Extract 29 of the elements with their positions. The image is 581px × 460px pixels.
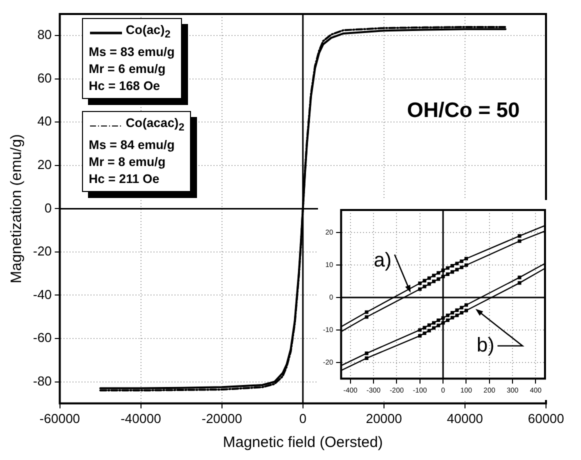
x-tick-label: -20000 xyxy=(202,410,242,426)
legend-label: Co(ac)$_{2}$ xyxy=(126,22,170,42)
annotation: Hc = 168 Oe xyxy=(88,78,162,94)
annotation: Ms = 83 emu/g xyxy=(88,44,175,60)
y-tick-label: 40 xyxy=(37,114,52,129)
y-tick-label: -20 xyxy=(32,244,52,259)
y-tick-label: -40 xyxy=(32,286,52,302)
y-tick-label: 20 xyxy=(37,157,52,172)
y-tick-label: 80 xyxy=(37,27,52,42)
x-tick-label: 0 xyxy=(299,410,307,426)
y-tick-label: -60 xyxy=(32,330,52,346)
annotation: a) xyxy=(374,249,392,272)
annotation: Hc = 211 Oe xyxy=(88,170,160,188)
x-axis-title: Magnetic field (Oersted) xyxy=(222,434,383,452)
annotation: OH/Co = 50 xyxy=(407,99,520,124)
y-tick-label: -80 xyxy=(32,373,52,388)
annotation: Ms = 84 emu/g xyxy=(88,136,176,154)
y-tick-label: 0 xyxy=(44,200,52,216)
y-tick-label: 60 xyxy=(37,70,52,86)
x-tick-label: -40000 xyxy=(120,410,162,426)
x-tick-label: 40000 xyxy=(446,410,484,426)
x-tick-label: -60000 xyxy=(40,410,80,426)
x-tick-label: 20000 xyxy=(366,410,402,426)
y-axis-title: Magnetization (emu/g) xyxy=(8,134,26,284)
legend-label: Co(acac)$_{2}$ xyxy=(126,115,184,136)
annotation: Mr = 6 emu/g xyxy=(88,60,167,78)
annotation: Mr = 8 emu/g xyxy=(88,154,167,170)
x-tick-label: 60000 xyxy=(528,410,564,426)
annotation: b) xyxy=(476,334,494,358)
